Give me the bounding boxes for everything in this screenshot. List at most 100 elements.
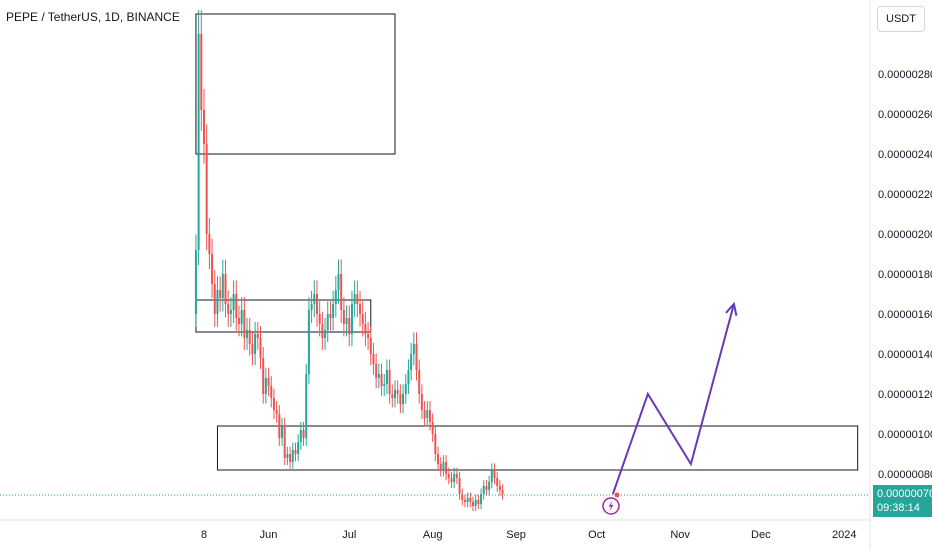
candle [243,297,246,350]
x-tick-label: 2024 [832,529,856,541]
candle [203,89,205,164]
candle [472,496,474,512]
zone-box[interactable] [216,425,859,471]
last-price-badge: 0.00000070 09:38:14 [873,485,932,517]
candle [297,434,300,462]
currency-button[interactable]: USDT [877,6,925,32]
candle [259,326,262,370]
candle [353,280,356,318]
projection-arrowhead [725,301,738,316]
lightning-icon[interactable] [602,497,620,515]
y-tick-label: 0.00000080 [878,469,932,481]
candle [294,442,297,462]
candle [235,280,238,331]
candle [474,494,477,512]
candle [216,276,219,327]
candle [227,290,230,327]
candle [197,10,200,266]
candle [219,276,222,312]
price-axis[interactable]: 0.00000080 0.00000100 0.00000120 0.00000140… [878,69,932,481]
y-tick-label: 0.00000200 [878,229,932,241]
zone-box[interactable] [195,13,396,155]
candle [281,417,284,446]
y-tick-label: 0.00000180 [878,269,932,281]
y-tick-label: 0.00000220 [878,189,932,201]
candle [498,480,501,496]
y-tick-label: 0.00000160 [878,309,932,321]
candle [334,276,337,318]
candle [272,388,275,419]
candle [480,488,483,510]
candle [326,301,329,343]
candle [348,305,351,346]
candle [264,367,267,404]
candle [418,359,421,404]
candle [393,380,396,408]
last-price-value: 0.00000070 [877,488,932,500]
candle [453,467,456,489]
candle [367,322,370,350]
candle [200,10,203,131]
y-tick-label: 0.00000260 [878,109,932,121]
time-axis[interactable]: 8 Jun Jul Aug Sep Oct Nov Dec 2024 [201,529,857,541]
candle [254,322,257,366]
candle [251,332,254,366]
candle [423,401,426,427]
candle [345,305,348,337]
candle [469,492,472,508]
candle [388,359,391,404]
projection-path[interactable] [611,303,735,495]
y-tick-label: 0.00000240 [878,149,932,161]
y-tick-label: 0.00000280 [878,69,932,81]
candle [461,488,464,506]
candle [383,374,386,396]
candle [310,290,313,323]
candle [447,467,450,485]
x-tick-label: Aug [423,529,443,541]
candle [208,218,211,270]
candle [375,353,378,389]
candle [501,484,504,500]
candle [291,442,294,469]
candle [221,259,224,312]
candle [372,342,375,375]
candle [369,326,372,366]
y-tick-label: 0.00000100 [878,429,932,441]
candle [289,446,292,469]
candle [399,384,402,414]
candle [404,374,407,404]
candle [437,446,440,471]
candle [315,280,318,327]
candle [299,421,302,450]
candle [415,332,418,381]
candle [286,446,289,466]
candle [305,363,308,446]
candle [434,426,437,462]
y-tick-label: 0.00000120 [878,389,932,401]
candle [237,305,240,337]
chart-title: PEPE / TetherUS, 1D, BINANCE [6,10,180,24]
x-tick-label: Jul [342,529,356,541]
candle [420,384,423,419]
candle [340,259,343,323]
candle [439,457,442,477]
candle [240,297,243,337]
bar-countdown: 09:38:14 [877,502,920,514]
candle [262,346,265,404]
candle [205,124,208,250]
candle [278,405,281,446]
candle [482,480,485,500]
candle [283,417,286,466]
candle [364,311,367,346]
candle [407,359,410,394]
candle [318,301,321,337]
candle [313,280,316,318]
candle [332,290,335,331]
candle [270,376,273,408]
candle [321,311,324,350]
candle [350,290,353,346]
candle [442,455,445,477]
candle [385,359,388,394]
projection-layer [611,301,738,495]
